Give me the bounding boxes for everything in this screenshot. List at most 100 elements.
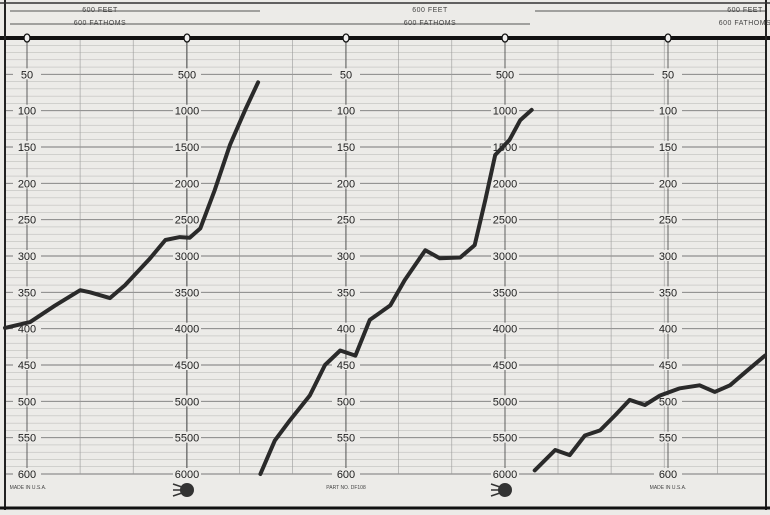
tick-label: 5000 [175,396,199,408]
tick-label-bg [491,213,519,225]
trace-point [53,303,57,307]
tick-label-bg [491,395,519,407]
depth-trace-3 [532,353,767,473]
tick-label-bg [654,468,682,479]
trace-point [643,403,647,407]
zero-marker [501,33,509,43]
trace-point [763,354,767,358]
footer-label: PART NO. DF108 [326,485,366,491]
tick-label-bg [173,395,201,407]
tick-label-bg [332,250,360,261]
tick-label-bg [173,141,201,152]
tick-label: 500 [496,69,514,81]
chart-header: 600 FEET 600 FATHOMS 600 FEET 600 FATHOMS 60… [10,7,770,27]
tick-label: 300 [337,251,355,263]
trace-point [728,383,732,387]
trace-point [583,433,587,437]
tick-label-bg [491,468,519,479]
trace-point [338,348,342,352]
trace-point [243,108,247,112]
tick-label-bg [654,431,682,443]
trace-point [353,354,357,358]
header-scale-label: 600 FATHOMS [719,20,770,27]
tick-label: 350 [18,287,36,299]
trace-point [28,320,32,324]
tick-label: 500 [659,396,677,408]
tick-label: 5000 [493,396,517,408]
tick-label: 3000 [175,251,199,263]
tick-label-bg [173,468,201,479]
trace-point [108,296,112,300]
tick-label: 550 [659,433,677,445]
tick-label: 3000 [493,251,517,263]
tick-label-bg [332,68,360,80]
manufacturer-logo-wings [490,483,501,497]
trace-point [198,226,202,230]
tick-label-bg [491,250,519,261]
trace-point [308,394,312,398]
tick-label-bg [332,286,360,298]
header-scale-label: 600 FEET [82,7,118,14]
scale-labels: 50 100 150 200 250 300 350 400 450 500 550 600 500 10… [13,33,682,481]
trace-point [553,448,557,452]
tick-label-bg [173,177,201,189]
tick-label: 500 [337,396,355,408]
tick-label-bg [13,359,41,370]
tick-label-bg [13,104,41,116]
tick-label: 250 [18,215,36,227]
tick-label: 100 [18,106,36,118]
manufacturer-logo [180,483,194,497]
manufacturer-logo-wings [172,483,183,497]
tick-label-bg [654,286,682,298]
tick-label: 400 [18,324,36,336]
tick-label-bg [491,177,519,189]
trace-point [713,390,717,394]
tick-label: 50 [662,69,674,81]
tick-label: 2500 [175,215,199,227]
depth-traces [3,80,767,476]
trace-point [163,238,167,242]
tick-label: 4500 [493,360,517,372]
tick-label-bg [13,68,41,80]
trace-point [458,255,462,259]
tick-label-bg [173,213,201,225]
tick-label-bg [173,104,201,116]
trace-point [493,153,497,157]
zero-marker [183,33,191,43]
trace-point [658,394,662,398]
tick-label-bg [491,431,519,443]
trace-point [273,439,277,443]
tick-label: 600 [659,469,677,481]
tick-label-bg [13,431,41,443]
tick-label: 4000 [493,324,517,336]
tick-label-bg [491,359,519,370]
tick-label: 500 [178,69,196,81]
tick-label: 250 [337,215,355,227]
tick-label-bg [332,468,360,479]
trace-point [3,326,7,330]
footer-label: MADE IN U.S.A. [10,485,47,491]
tick-label: 4500 [175,360,199,372]
tick-label: 550 [18,433,36,445]
tick-label-bg [13,141,41,152]
tick-label-bg [13,395,41,407]
zero-marker [23,33,31,43]
tick-label-bg [13,468,41,479]
trace-point [403,278,407,282]
header-scale-label: 600 FEET [727,7,763,14]
trace-point [678,386,682,390]
tick-label-bg [13,213,41,225]
manufacturer-logo [498,483,512,497]
tick-label-bg [13,286,41,298]
tick-label: 150 [337,142,355,154]
tick-label: 200 [659,178,677,190]
tick-label-bg [654,104,682,116]
trace-point [388,303,392,307]
trace-point [628,398,632,402]
trace-point [258,472,262,476]
tick-label: 1000 [493,106,517,118]
trace-point [743,370,747,374]
